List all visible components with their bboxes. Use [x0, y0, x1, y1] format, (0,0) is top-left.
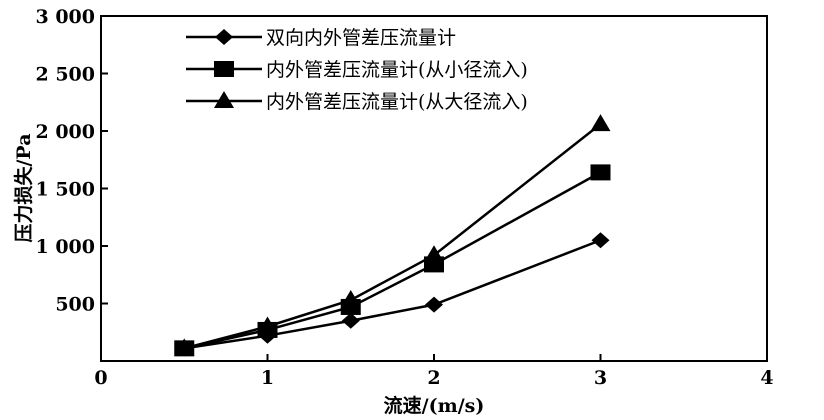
data-point — [257, 316, 278, 334]
series-3 — [174, 114, 611, 356]
legend-label: 内外管差压流量计(从小径流入) — [266, 59, 528, 81]
y-tick-label: 1 000 — [36, 236, 96, 258]
data-point — [341, 312, 360, 329]
x-tick-label: 0 — [94, 367, 107, 389]
x-tick-label: 3 — [594, 367, 607, 389]
legend-marker — [215, 29, 233, 45]
data-point — [424, 245, 444, 263]
x-tick-label: 4 — [760, 367, 773, 389]
y-tick-label: 1 500 — [36, 179, 96, 201]
legend-entry: 双向内外管差压流量计 — [186, 27, 456, 49]
data-point — [591, 232, 610, 249]
series-line — [183, 123, 602, 350]
series-line — [183, 171, 602, 350]
data-point — [340, 290, 361, 308]
legend-label: 内外管差压流量计(从大径流入) — [266, 91, 528, 113]
series-layer — [174, 114, 611, 357]
data-point — [590, 164, 611, 181]
data-point — [174, 338, 195, 356]
y-axis-title: 压力损失/Pa — [12, 133, 35, 242]
x-axis: 0 1 2 3 4 — [94, 354, 774, 389]
x-tick-label: 2 — [427, 367, 440, 389]
legend-entry: 内外管差压流量计(从小径流入) — [186, 59, 528, 81]
legend-marker — [214, 91, 234, 108]
legend-entry: 内外管差压流量计(从大径流入) — [186, 91, 528, 113]
data-point — [590, 114, 611, 132]
legend-marker — [214, 61, 234, 77]
legend-label: 双向内外管差压流量计 — [266, 27, 456, 49]
y-tick-label: 2 500 — [36, 64, 96, 86]
data-point — [425, 296, 443, 313]
x-axis-title: 流速/(m/s) — [384, 394, 485, 417]
y-tick-label: 3 000 — [36, 6, 96, 28]
y-tick-label: 2 000 — [36, 121, 96, 143]
series-1 — [175, 232, 610, 357]
x-tick-label: 1 — [261, 367, 274, 389]
y-tick-label: 500 — [55, 294, 95, 316]
y-axis: 500 1 000 1 500 2 000 2 500 3 000 — [36, 6, 108, 316]
